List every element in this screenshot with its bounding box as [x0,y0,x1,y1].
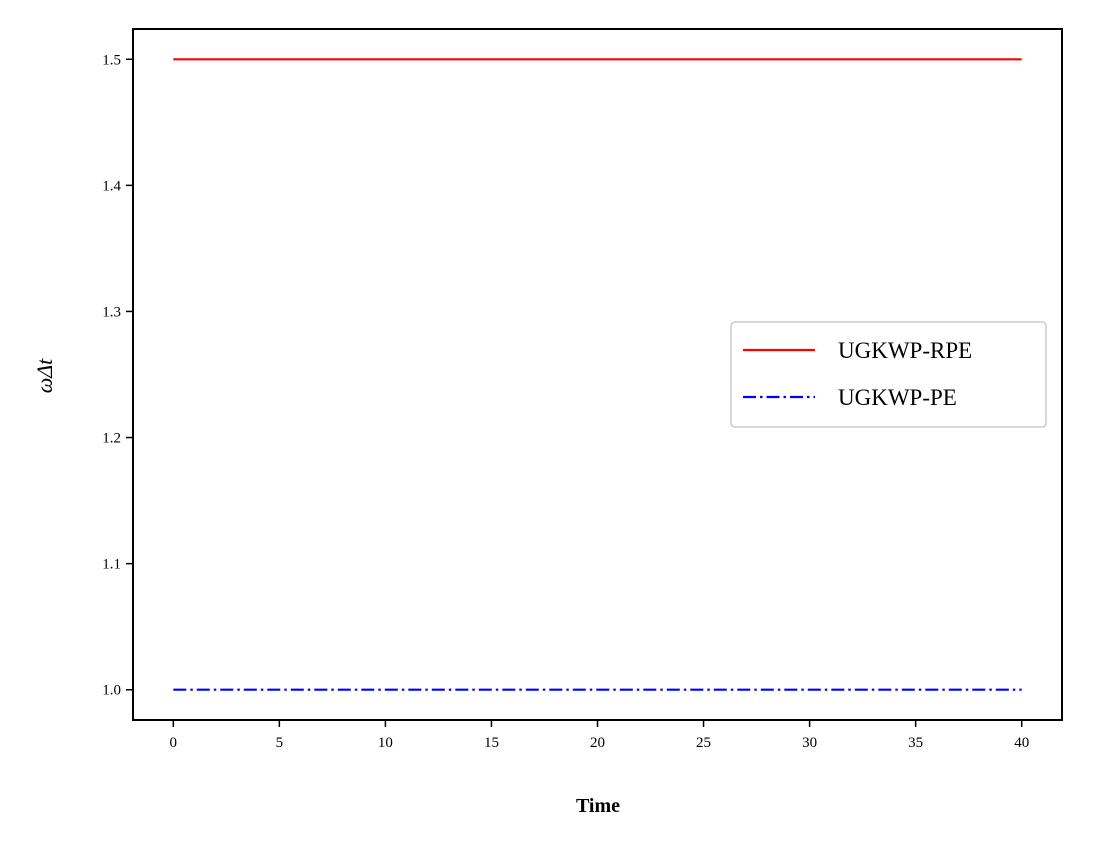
y-tick-label: 1.3 [102,304,121,320]
x-tick-label: 20 [590,735,605,751]
x-axis-ticks: 0 5 10 15 20 25 30 35 40 [170,720,1029,751]
legend: UGKWP-RPE UGKWP-PE [730,321,1047,428]
legend-label-ugkwp-pe: UGKWP-PE [838,385,957,410]
y-tick-label: 1.0 [102,683,121,699]
x-tick-label: 10 [378,735,393,751]
x-axis-label: Time [576,795,620,817]
x-tick-label: 15 [484,735,499,751]
y-axis-ticks: 1.0 1.1 1.2 1.3 1.4 1.5 [102,52,133,699]
y-tick-label: 1.4 [102,178,121,194]
x-tick-label: 40 [1014,735,1029,751]
x-tick-label: 25 [696,735,711,751]
legend-label-ugkwp-rpe: UGKWP-RPE [838,338,972,363]
x-tick-label: 30 [802,735,817,751]
y-tick-label: 1.2 [102,431,121,447]
y-axis-label: ωΔt [32,358,57,393]
series-layer [173,58,1022,691]
x-tick-label: 0 [170,735,178,751]
y-tick-label: 1.5 [102,52,121,68]
x-tick-label: 35 [908,735,923,751]
y-tick-label: 1.1 [102,557,121,573]
legend-frame [730,321,1047,428]
x-tick-label: 5 [276,735,284,751]
